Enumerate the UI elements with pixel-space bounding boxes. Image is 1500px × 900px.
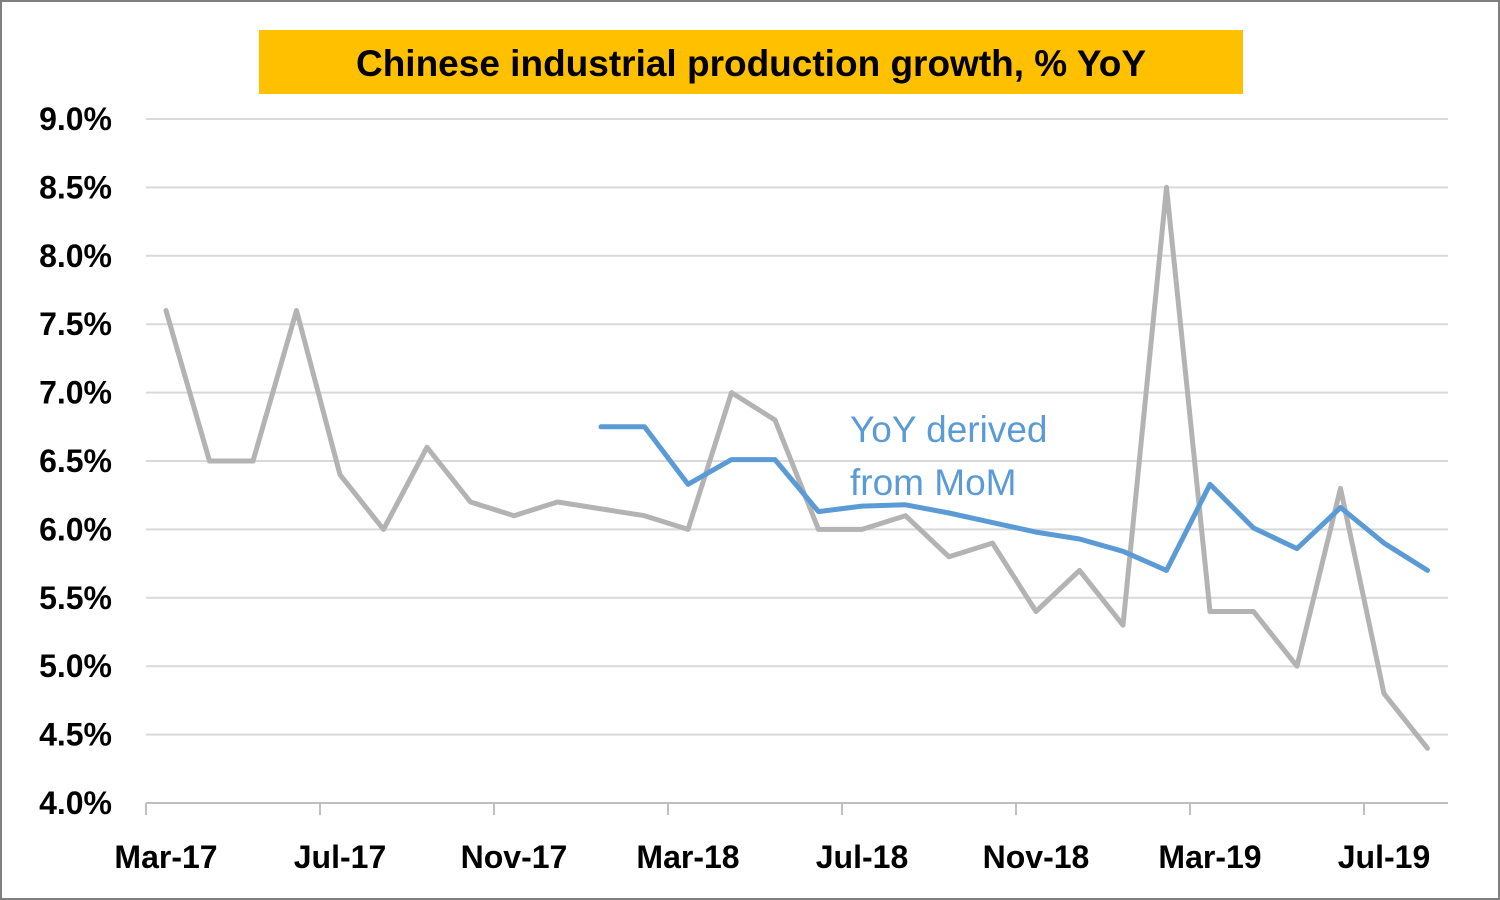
x-tick-label: Jul-17 [294,839,386,875]
chart-title: Chinese industrial production growth, % … [259,30,1243,94]
x-tick-label: Nov-17 [461,839,568,875]
x-tick-label: Mar-19 [1158,839,1261,875]
y-tick-label: 6.0% [39,511,112,547]
x-tick-label: Jul-18 [816,839,908,875]
y-tick-label: 5.0% [39,648,112,684]
y-tick-label: 7.0% [39,375,112,411]
y-axis-labels: 9.0% 8.5% 8.0% 7.5% 7.0% 6.5% 6.0% 5.5% 5.0% 4.5%… [39,101,112,821]
series-line-gray [163,184,1430,751]
series-line-blue [598,424,1430,573]
y-tick-label: 7.5% [39,306,112,342]
y-tick-label: 4.0% [39,785,112,821]
axes [145,802,1448,815]
x-axis-labels: Mar-17 Jul-17 Nov-17 Mar-18 Jul-18 Nov-18 Mar-… [114,839,1430,875]
annotation-line-1: YoY derived [850,409,1048,450]
y-tick-label: 5.5% [39,580,112,616]
gridlines [146,118,1448,736]
annotation-line-2: from MoM [850,462,1017,503]
x-tick-label: Jul-19 [1338,839,1430,875]
y-tick-label: 9.0% [39,101,112,137]
series-annotation: YoY derived from MoM [850,409,1058,503]
y-tick-label: 8.0% [39,238,112,274]
y-tick-label: 4.5% [39,717,112,753]
y-tick-label: 6.5% [39,443,112,479]
x-tick-label: Nov-18 [983,839,1090,875]
series-lines [163,184,1430,751]
x-tick-label: Mar-17 [114,839,217,875]
title-text: Chinese industrial production growth, % … [356,43,1146,84]
x-tick-label: Mar-18 [636,839,739,875]
y-tick-label: 8.5% [39,169,112,205]
title-background [259,30,1243,94]
